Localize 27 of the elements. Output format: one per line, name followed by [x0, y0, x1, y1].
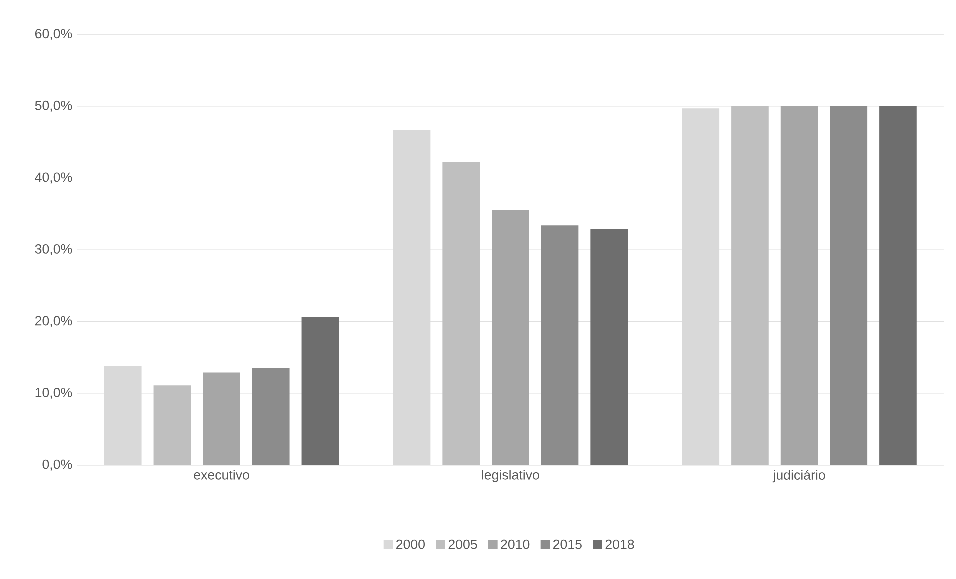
x-tick-label: legislativo	[482, 470, 540, 483]
bar	[830, 106, 868, 466]
y-tick-label: 10,0%	[36, 388, 72, 400]
bar	[154, 386, 192, 466]
legend-label: 2015	[554, 540, 582, 550]
bar	[302, 318, 340, 466]
bar	[541, 226, 579, 466]
bar	[252, 368, 290, 466]
bar	[732, 106, 769, 466]
y-tick-label: 40,0%	[35, 172, 72, 184]
y-tick-label: 50,0%	[35, 101, 72, 112]
y-tick-label: 30,0%	[35, 244, 72, 256]
legend-label: 2018	[606, 540, 634, 550]
y-tick-label: 60,0%	[35, 29, 72, 40]
y-tick-label: 0,0%	[42, 460, 72, 472]
bar	[590, 229, 628, 466]
x-tick-label: judiciário	[772, 470, 826, 483]
legend-label: 2005	[448, 540, 478, 550]
bar	[880, 106, 917, 466]
y-tick-label: 20,0%	[35, 316, 72, 328]
bar	[492, 210, 530, 466]
bar	[780, 106, 818, 466]
legend-label: 2000	[396, 540, 425, 550]
x-tick-label: executivo	[194, 470, 250, 480]
legend-label: 2010	[501, 540, 530, 550]
bar	[203, 372, 240, 466]
bar	[442, 162, 480, 466]
